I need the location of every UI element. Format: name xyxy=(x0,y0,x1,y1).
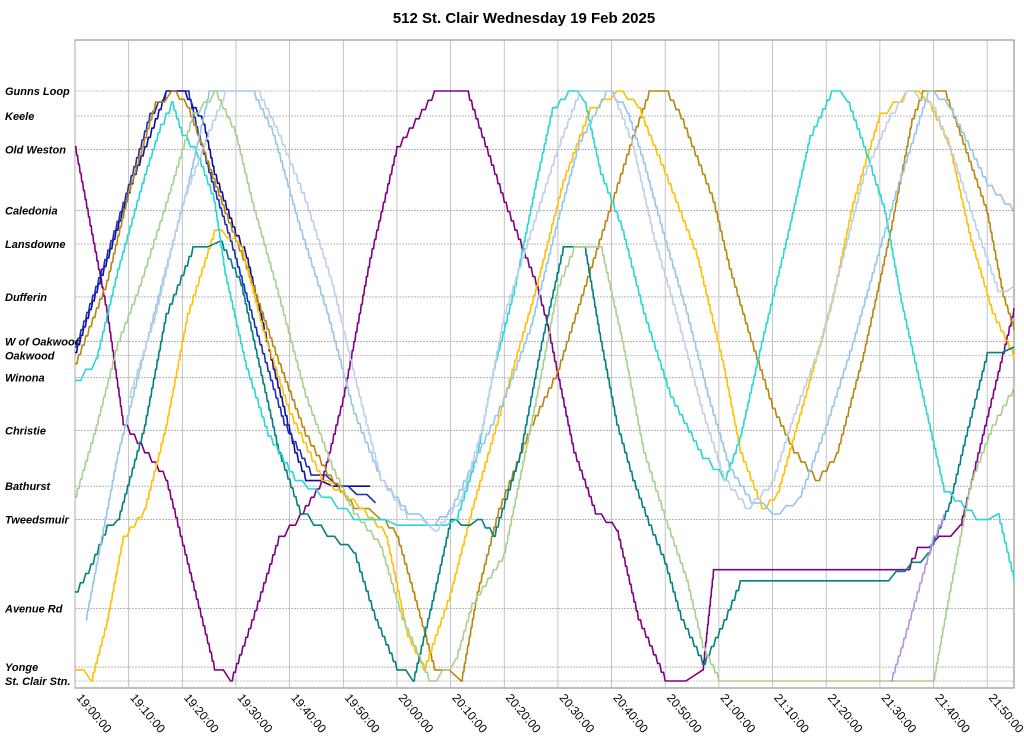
time-tick-label: 20:20:00 xyxy=(503,691,544,736)
time-tick-label: 19:20:00 xyxy=(181,691,222,736)
stop-label: Oakwood xyxy=(5,350,55,362)
trip-line-11 xyxy=(890,513,945,682)
stop-label: Bathurst xyxy=(5,481,52,493)
trip-line-2 xyxy=(75,90,371,487)
stop-label: Caledonia xyxy=(5,206,58,218)
trip-line-1 xyxy=(75,90,1015,682)
x-axis-time-labels: 19:00:00 19:10:00 19:20:00 19:30:00 19:40:00… xyxy=(74,691,1024,736)
stop-label: Keele xyxy=(5,111,34,123)
trip-line-9 xyxy=(128,90,1015,532)
stop-label: Lansdowne xyxy=(5,239,66,251)
stop-label: Christie xyxy=(5,426,46,438)
trip-line-4 xyxy=(75,90,1015,682)
trip-line-5 xyxy=(75,90,1015,682)
stop-label: St. Clair Stn. xyxy=(5,676,70,688)
time-tick-label: 20:50:00 xyxy=(664,691,705,736)
time-tick-label: 19:50:00 xyxy=(342,691,383,736)
stop-label: Gunns Loop xyxy=(5,86,70,98)
trip-line-7 xyxy=(75,90,1015,581)
stop-label: Tweedsmuir xyxy=(5,515,69,527)
trip-line-3 xyxy=(75,90,377,504)
stop-label: Yonge xyxy=(5,662,38,674)
time-tick-label: 20:40:00 xyxy=(610,691,651,736)
stop-label: Winona xyxy=(5,373,45,385)
time-tick-label: 21:10:00 xyxy=(771,691,812,736)
time-tick-label: 20:00:00 xyxy=(396,691,437,736)
y-axis-stop-labels: Gunns Loop Keele Old Weston Caledonia Lansdo… xyxy=(4,86,82,688)
stop-label: Old Weston xyxy=(5,144,66,156)
stop-label: W of Oakwood xyxy=(5,336,82,348)
time-tick-label: 19:00:00 xyxy=(74,691,115,736)
time-tick-label: 19:30:00 xyxy=(235,691,276,736)
vehicle-trip-lines xyxy=(75,90,1015,682)
time-tick-label: 20:30:00 xyxy=(557,691,598,736)
time-tick-label: 21:40:00 xyxy=(932,691,973,736)
time-tick-label: 21:50:00 xyxy=(986,691,1024,736)
time-tick-label: 19:40:00 xyxy=(288,691,329,736)
stop-label: Avenue Rd xyxy=(4,604,63,616)
trip-line-10 xyxy=(75,90,1015,682)
time-tick-label: 20:10:00 xyxy=(449,691,490,736)
time-tick-label: 21:30:00 xyxy=(879,691,920,736)
trip-line-6 xyxy=(75,240,1015,682)
chart-title: 512 St. Clair Wednesday 19 Feb 2025 xyxy=(393,10,655,27)
time-tick-label: 21:00:00 xyxy=(718,691,759,736)
time-tick-label: 21:20:00 xyxy=(825,691,866,736)
stop-label: Dufferin xyxy=(5,292,47,304)
time-tick-label: 19:10:00 xyxy=(127,691,168,736)
